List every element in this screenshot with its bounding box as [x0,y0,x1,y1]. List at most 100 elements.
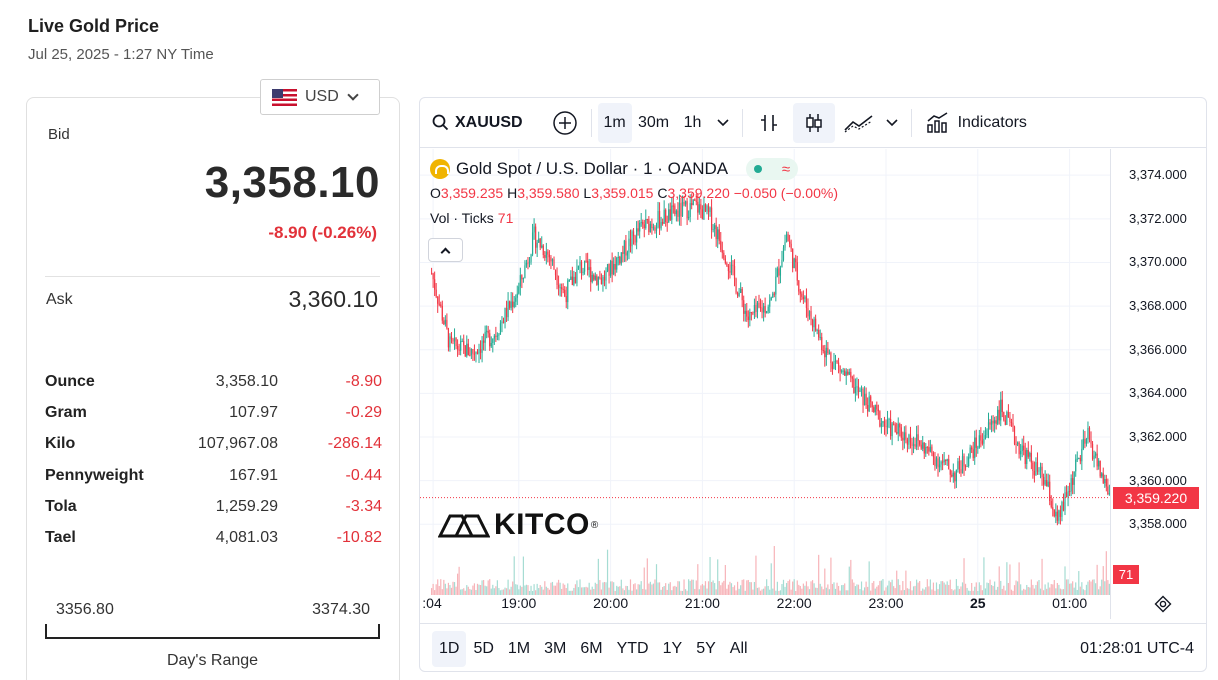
chart-settings-button[interactable] [1154,595,1172,618]
volume-bar [478,584,480,595]
candle [464,345,466,357]
candle [969,447,971,458]
candle [920,444,922,449]
candle [1009,417,1011,422]
volume-bar [663,585,665,595]
candle [997,409,999,424]
candle [1065,492,1068,497]
volume-bar [997,586,999,595]
chart-legend-title: Gold Spot / U.S. Dollar · 1 · OANDA ≈ [430,158,799,180]
candle [983,439,985,444]
candle [663,209,665,224]
volume-bar [561,588,563,595]
candle [1085,439,1088,444]
indicators-button[interactable]: Indicators [918,103,1035,143]
candle [701,209,703,220]
day-range-caption: Day's Range [166,652,259,669]
candle [689,203,691,217]
volume-bar [1061,589,1063,595]
volume-bar [631,590,633,595]
candle [632,231,635,237]
interval-30m[interactable]: 30m [638,113,670,131]
volume-bar [479,585,482,595]
volume-bar [573,587,575,595]
volume-bar [1072,581,1074,595]
candle [833,361,835,369]
volume-bar [626,586,629,595]
symbol-search-button[interactable]: XAUUSD [420,103,531,143]
bar-chart-button[interactable] [749,103,789,143]
volume-bar [643,567,645,595]
currency-select[interactable]: USD [260,79,380,115]
volume-bar [470,589,472,595]
range-1d[interactable]: 1D [432,630,467,667]
range-5d[interactable]: 5D [473,639,494,657]
volume-bar [934,590,936,595]
candle [710,207,713,230]
market-status-badge[interactable]: ≈ [746,158,799,180]
volume-bar [539,585,541,595]
volume-bar [709,557,711,595]
candle [1049,481,1051,502]
candle [657,210,659,228]
candle [1073,471,1075,485]
time-axis[interactable]: :04 19:00 20:00 21:00 22:00 23:00 25 01:00 [420,595,1110,619]
interval-1h[interactable]: 1h [683,113,702,131]
volume-bar [434,590,436,595]
volume-bar [524,585,526,595]
interval-1m[interactable]: 1m [597,102,632,143]
candle [785,234,788,242]
volume-bar [502,589,505,595]
volume-bar [574,584,577,595]
candle [752,312,754,314]
candle [628,238,630,253]
candle [922,442,924,449]
candle [912,444,915,447]
candle [649,223,651,233]
volume-bar [729,581,731,595]
candle [763,306,765,313]
collapse-legend-button[interactable] [428,238,463,262]
area-chart-button[interactable] [839,103,879,143]
range-5y[interactable]: 5Y [696,639,716,657]
candle [721,249,723,253]
price-chart[interactable] [420,149,1110,619]
add-symbol-button[interactable] [545,103,585,143]
volume-bar [801,588,803,595]
candle [603,276,606,281]
range-1m[interactable]: 1M [507,639,531,657]
candle [775,276,777,295]
candle [998,409,1000,421]
volume-bar [1006,562,1008,595]
candle [674,205,676,215]
table-row: Tael 4,081.03 -10.82 [45,522,382,553]
candle [1053,509,1055,517]
candle [903,432,905,441]
candle [856,386,858,388]
chevron-down-icon [347,89,359,101]
candle-chart-button[interactable] [792,102,835,143]
volume-bar [727,584,730,595]
range-1y[interactable]: 1Y [662,639,683,657]
candle [648,219,650,233]
volume-bar [608,587,610,595]
volume-bar [1026,584,1028,595]
range-ytd[interactable]: YTD [616,639,649,657]
candle [945,459,947,462]
price-tick-label: 3,364.000 [1129,385,1187,401]
interval-dropdown[interactable] [710,103,736,143]
range-6m[interactable]: 6M [580,639,603,657]
volume-bar [957,585,959,595]
candle [1010,421,1013,424]
candle [1032,462,1034,472]
range-all[interactable]: All [729,639,748,657]
volume-bar [905,570,907,595]
volume-bar [968,590,970,595]
day-range-high: 3374.30 [312,601,370,618]
candle [678,203,681,217]
price-axis[interactable]: 3,374.000 3,372.000 3,370.000 3,368.000 3,36… [1110,149,1206,619]
range-3m[interactable]: 3M [544,639,567,657]
volume-bar [554,585,557,595]
chart-type-dropdown[interactable] [879,103,905,143]
volume-bar [819,583,821,595]
